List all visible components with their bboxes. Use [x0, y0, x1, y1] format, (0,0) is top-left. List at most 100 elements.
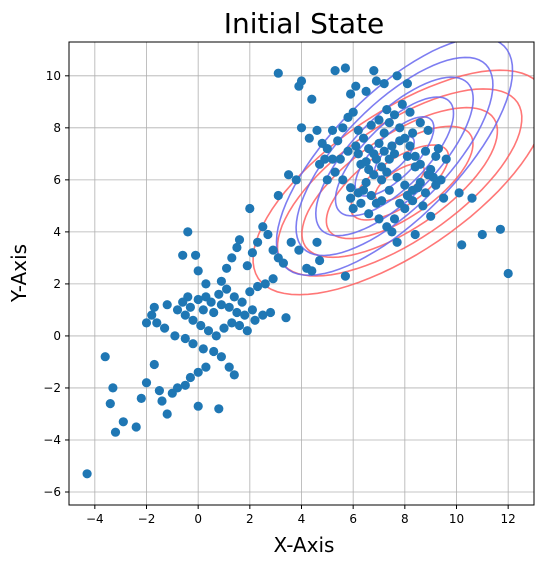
scatter-point — [227, 253, 237, 263]
scatter-point — [371, 76, 381, 86]
scatter-point — [353, 125, 363, 135]
scatter-point — [374, 115, 384, 125]
x-axis-label: X-Axis — [274, 533, 335, 557]
scatter-point — [149, 359, 159, 370]
scatter-point — [265, 307, 276, 318]
scatter-point — [284, 170, 294, 180]
contour-line — [252, 69, 534, 296]
scatter-point — [247, 248, 257, 258]
scatter-point — [346, 183, 356, 193]
scatter-point — [232, 307, 242, 318]
scatter-point — [389, 214, 400, 224]
scatter-point — [315, 159, 325, 169]
x-tick-label: 2 — [246, 512, 254, 526]
scatter-point — [178, 297, 188, 307]
scatter-point — [227, 318, 237, 328]
scatter-point — [82, 469, 92, 479]
contour-line — [295, 56, 494, 257]
scatter-point — [330, 66, 340, 76]
scatter-point — [258, 310, 268, 320]
scatter-point — [410, 162, 420, 172]
scatter-point — [384, 118, 394, 128]
scatter-point — [330, 167, 340, 177]
scatter-point — [384, 185, 394, 195]
scatter-point — [322, 144, 332, 154]
scatter-point — [253, 237, 263, 247]
scatter-point — [454, 188, 464, 198]
scatter-point — [193, 367, 203, 377]
x-tick-label: 10 — [449, 512, 464, 526]
y-axis-label: Y-Axis — [7, 244, 31, 303]
scatter-point — [389, 149, 400, 159]
axis-ticks: −4 −2 0 2 4 6 8 10 12 −6 −4 −2 0 2 4 6 8 10 — [43, 69, 516, 526]
scatter-point — [335, 154, 345, 164]
scatter-point — [234, 235, 245, 245]
scatter-point — [361, 177, 371, 188]
scatter-point — [348, 203, 358, 214]
scatter-point — [260, 279, 270, 289]
scatter-point — [382, 167, 392, 177]
scatter-point — [229, 370, 239, 380]
scatter-point — [247, 305, 257, 315]
y-tick-label: 8 — [53, 121, 61, 135]
scatter-point — [242, 261, 252, 271]
scatter-point — [304, 133, 314, 143]
scatter-point — [193, 266, 203, 276]
scatter-point — [203, 326, 214, 336]
scatter-point — [338, 123, 348, 133]
scatter-point — [147, 310, 157, 320]
scatter-point — [185, 372, 195, 383]
scatter-point — [377, 175, 387, 185]
scatter-point — [268, 245, 278, 255]
scatter-point — [172, 383, 183, 393]
scatter-points — [82, 63, 513, 479]
x-tick-label: 12 — [501, 512, 516, 526]
y-tick-label: 0 — [53, 329, 61, 343]
scatter-point — [312, 125, 322, 135]
scatter-point — [348, 107, 358, 117]
scatter-point — [327, 125, 338, 135]
scatter-point — [224, 362, 234, 372]
scatter-point — [149, 302, 159, 312]
scatter-point — [162, 300, 172, 310]
scatter-point — [361, 86, 371, 96]
scatter-point — [371, 154, 381, 164]
scatter-point — [338, 175, 348, 185]
scatter-point — [351, 141, 361, 151]
scatter-point — [379, 128, 389, 138]
scatter-point — [180, 310, 190, 320]
scatter-point — [222, 284, 232, 294]
scatter-point — [374, 214, 384, 224]
scatter-point — [219, 323, 229, 333]
scatter-point — [206, 297, 216, 307]
scatter-point — [408, 128, 418, 138]
scatter-point — [188, 339, 198, 349]
scatter-point — [157, 396, 167, 406]
scatter-point — [240, 310, 250, 320]
scatter-point — [253, 281, 263, 292]
scatter-point — [395, 198, 405, 208]
scatter-point — [234, 320, 245, 331]
scatter-point — [185, 302, 195, 312]
scatter-point — [278, 258, 288, 268]
scatter-point — [420, 188, 431, 198]
y-tick-label: 2 — [53, 277, 61, 291]
scatter-point — [358, 133, 369, 143]
scatter-point — [346, 89, 356, 99]
scatter-point — [131, 422, 141, 432]
scatter-point — [356, 198, 366, 208]
scatter-point — [361, 157, 371, 167]
scatter-point — [224, 302, 234, 312]
scatter-point — [428, 172, 438, 182]
scatter-point — [418, 201, 428, 211]
scatter-point — [222, 263, 232, 273]
scatter-point — [110, 427, 121, 437]
scatter-point — [196, 320, 206, 331]
scatter-point — [201, 279, 211, 289]
scatter-point — [229, 292, 239, 302]
scatter-point — [467, 193, 477, 203]
scatter-point — [495, 224, 505, 234]
scatter-point — [118, 417, 128, 427]
scatter-point — [431, 151, 441, 161]
